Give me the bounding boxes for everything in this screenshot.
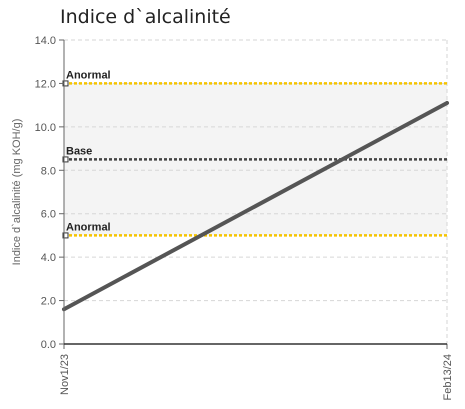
axes [59, 39, 448, 349]
y-tick-label: 12.0 [35, 78, 56, 90]
reference-marker [62, 232, 69, 239]
chart-title: Indice d`alcalinité [60, 6, 231, 28]
x-tick-label: Feb13/24 [442, 354, 454, 400]
y-axis-label: Indice d`alcalinité (mg KOH/g) [11, 119, 23, 266]
y-tick-label: 6.0 [41, 209, 56, 221]
reference-line-label: Anormal [66, 69, 111, 81]
x-tick-label: Nov1/23 [59, 354, 71, 395]
y-tick-label: 4.0 [41, 252, 56, 264]
reference-marker [62, 156, 69, 163]
reference-line-label: Anormal [66, 221, 111, 233]
y-tick-label: 0.0 [41, 339, 56, 351]
labels: 0.0 2.0 4.0 6.0 8.0 10.0 12.0 14.0 Nov1/23 Feb13/… [11, 35, 454, 400]
data-point [445, 101, 449, 105]
y-tick-label: 14.0 [35, 35, 56, 47]
series-line [62, 100, 449, 312]
y-tick-label: 2.0 [41, 296, 56, 308]
y-tick-label: 8.0 [41, 165, 56, 177]
y-tick-label: 10.0 [35, 122, 56, 134]
reference-lines [62, 80, 447, 239]
reference-line-label: Base [66, 145, 92, 157]
